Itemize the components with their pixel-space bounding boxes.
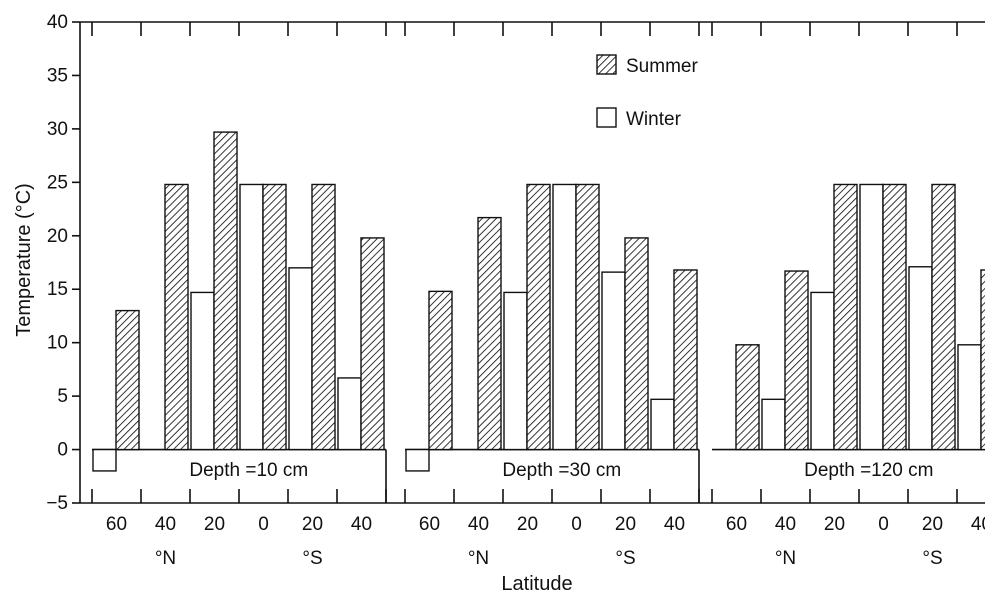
bar-winter xyxy=(405,448,430,472)
bar-summer xyxy=(477,216,502,451)
panel-depth-label: Depth =120 cm xyxy=(804,460,933,481)
hemisphere-label-south: °S xyxy=(302,548,322,569)
bar-winter xyxy=(552,183,577,451)
y-tick-label: 20 xyxy=(47,226,68,247)
bar-winter xyxy=(92,448,117,472)
bar-winter xyxy=(957,344,982,451)
x-tick-label: 60 xyxy=(726,514,747,535)
bar-winter xyxy=(601,271,626,451)
legend-swatch-winter xyxy=(596,107,617,128)
panel-depth-label: Depth =10 cm xyxy=(189,460,308,481)
bar-summer xyxy=(833,183,858,451)
y-tick-label: 0 xyxy=(57,440,68,461)
x-tick-label: 20 xyxy=(302,514,323,535)
x-tick-label: 40 xyxy=(971,514,985,535)
y-tick-label: 5 xyxy=(57,386,68,407)
x-tick-label: 40 xyxy=(351,514,372,535)
y-axis-title: Temperature (°C) xyxy=(13,183,35,337)
bar-summer xyxy=(735,344,760,451)
x-tick-label: 40 xyxy=(664,514,685,535)
y-tick-label: 40 xyxy=(47,12,68,33)
x-tick-label: 0 xyxy=(878,514,889,535)
bar-winter xyxy=(761,398,786,451)
bar-winter xyxy=(190,291,215,451)
x-axis-title: Latitude xyxy=(501,573,572,595)
x-tick-label: 40 xyxy=(155,514,176,535)
panel-depth-label: Depth =30 cm xyxy=(502,460,621,481)
bar-summer xyxy=(262,183,287,451)
x-tick-label: 20 xyxy=(204,514,225,535)
panel: 60 40 20 0 20 40 Depth =120 cm °N °S xyxy=(711,22,985,569)
hemisphere-label-south: °S xyxy=(922,548,942,569)
bar-summer xyxy=(115,309,140,451)
bar-summer xyxy=(673,269,698,451)
panel: 60 40 20 0 20 40 Depth =10 cm °N °S xyxy=(91,22,387,569)
bar-summer xyxy=(311,183,336,451)
bar-summer xyxy=(624,237,649,451)
bar-summer xyxy=(526,183,551,451)
x-tick-label: 60 xyxy=(419,514,440,535)
bar-summer xyxy=(360,237,385,451)
hemisphere-label-north: °N xyxy=(775,548,796,569)
bar-winter xyxy=(908,266,933,451)
legend-swatch-summer xyxy=(596,54,617,75)
bar-summer xyxy=(931,183,956,451)
x-tick-label: 40 xyxy=(775,514,796,535)
y-tick-label: 10 xyxy=(47,333,68,354)
x-tick-label: 20 xyxy=(615,514,636,535)
hemisphere-label-south: °S xyxy=(615,548,635,569)
chart-frame xyxy=(79,21,985,504)
bar-winter xyxy=(337,377,362,451)
y-tick-label: −5 xyxy=(46,493,68,514)
x-tick-label: 20 xyxy=(922,514,943,535)
x-tick-label: 0 xyxy=(571,514,582,535)
panel: 60 40 20 0 20 40 Depth =30 cm °N °S xyxy=(404,22,700,569)
bar-winter xyxy=(650,398,675,451)
legend-label-winter: Winter xyxy=(626,109,682,130)
y-axis: −5 0 5 10 15 20 25 30 35 40 xyxy=(46,12,80,514)
hemisphere-label-north: °N xyxy=(155,548,176,569)
x-tick-label: 0 xyxy=(258,514,269,535)
bar-winter xyxy=(503,291,528,451)
bar-winter xyxy=(288,267,313,451)
legend: Summer Winter xyxy=(596,54,698,130)
bar-summer xyxy=(882,183,907,451)
bar-winter xyxy=(859,183,884,451)
x-tick-label: 20 xyxy=(824,514,845,535)
bar-summer xyxy=(164,183,189,451)
x-tick-label: 20 xyxy=(517,514,538,535)
x-tick-label: 40 xyxy=(468,514,489,535)
bar-summer xyxy=(213,131,238,451)
y-tick-label: 35 xyxy=(47,65,68,86)
bar-summer xyxy=(428,290,453,451)
bar-summer xyxy=(980,269,985,451)
legend-label-summer: Summer xyxy=(626,56,698,77)
hemisphere-label-north: °N xyxy=(468,548,489,569)
bar-summer xyxy=(575,183,600,451)
y-tick-label: 15 xyxy=(47,279,68,300)
y-tick-label: 30 xyxy=(47,119,68,140)
chart-panels: 60 40 20 0 20 40 Depth =10 cm °N °S 60 40 20 0 20 40 De… xyxy=(91,22,985,569)
y-tick-label: 25 xyxy=(47,172,68,193)
bar-winter xyxy=(239,183,264,451)
bar-summer xyxy=(784,270,809,451)
x-tick-label: 60 xyxy=(106,514,127,535)
bar-winter xyxy=(810,291,835,451)
